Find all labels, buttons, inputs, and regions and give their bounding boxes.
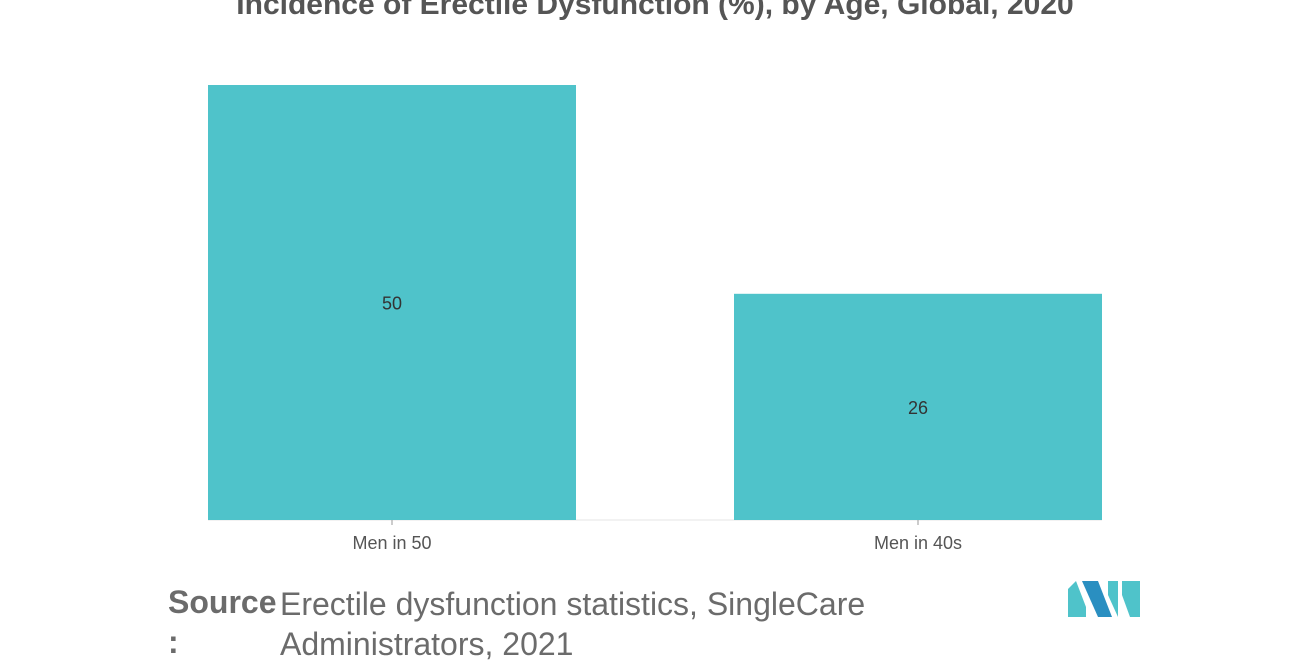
x-tick-label-2: Men in 40s [874, 533, 962, 553]
chart-title: Incidence of Erectile Dysfunction (%), b… [236, 0, 1074, 21]
logo-right-shape-a [1108, 581, 1118, 617]
logo-left-shape [1068, 581, 1086, 617]
logo-right-shape-b [1122, 581, 1140, 617]
source-colon: : [168, 624, 179, 660]
data-label-1: 50 [382, 294, 402, 314]
x-tick-label-1: Men in 50 [352, 533, 431, 553]
data-label-2: 26 [908, 398, 928, 418]
logo-middle-shape [1082, 581, 1112, 617]
source-label: Source [168, 584, 277, 620]
mordor-intelligence-logo [1068, 581, 1140, 617]
bar-2 [734, 293, 1102, 520]
bar-1 [208, 85, 576, 520]
source-text: Erectile dysfunction statistics, SingleC… [280, 586, 866, 662]
